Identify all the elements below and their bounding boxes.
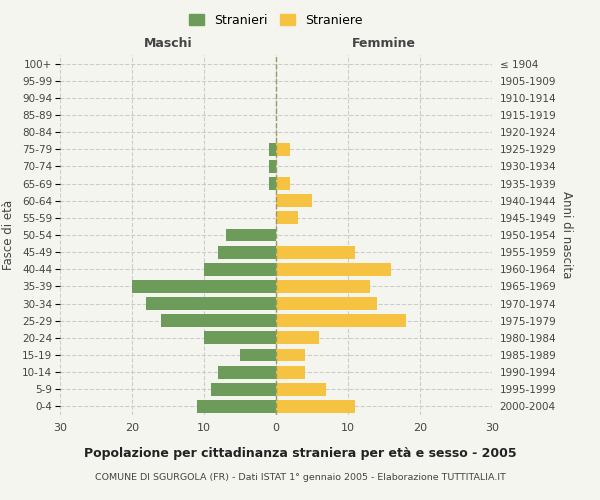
Bar [276,383,326,396]
Bar [276,194,312,207]
Bar [146,297,276,310]
Bar [276,400,355,413]
Text: Popolazione per cittadinanza straniera per età e sesso - 2005: Popolazione per cittadinanza straniera p… [83,448,517,460]
Bar [204,332,276,344]
Bar [197,400,276,413]
Bar [269,143,276,156]
Bar [276,143,290,156]
Bar [161,314,276,327]
Bar [218,366,276,378]
Y-axis label: Fasce di età: Fasce di età [2,200,15,270]
Bar [276,332,319,344]
Bar [276,280,370,293]
Bar [276,263,391,276]
Bar [211,383,276,396]
Bar [276,366,305,378]
Bar [276,246,355,258]
Y-axis label: Anni di nascita: Anni di nascita [560,192,573,278]
Bar [276,212,298,224]
Legend: Stranieri, Straniere: Stranieri, Straniere [185,10,367,31]
Bar [269,160,276,173]
Bar [132,280,276,293]
Text: Femmine: Femmine [352,37,416,50]
Bar [240,348,276,362]
Text: Maschi: Maschi [143,37,193,50]
Bar [226,228,276,241]
Bar [276,314,406,327]
Bar [204,263,276,276]
Bar [269,177,276,190]
Bar [218,246,276,258]
Bar [276,177,290,190]
Bar [276,348,305,362]
Bar [276,297,377,310]
Text: COMUNE DI SGURGOLA (FR) - Dati ISTAT 1° gennaio 2005 - Elaborazione TUTTITALIA.I: COMUNE DI SGURGOLA (FR) - Dati ISTAT 1° … [95,472,505,482]
